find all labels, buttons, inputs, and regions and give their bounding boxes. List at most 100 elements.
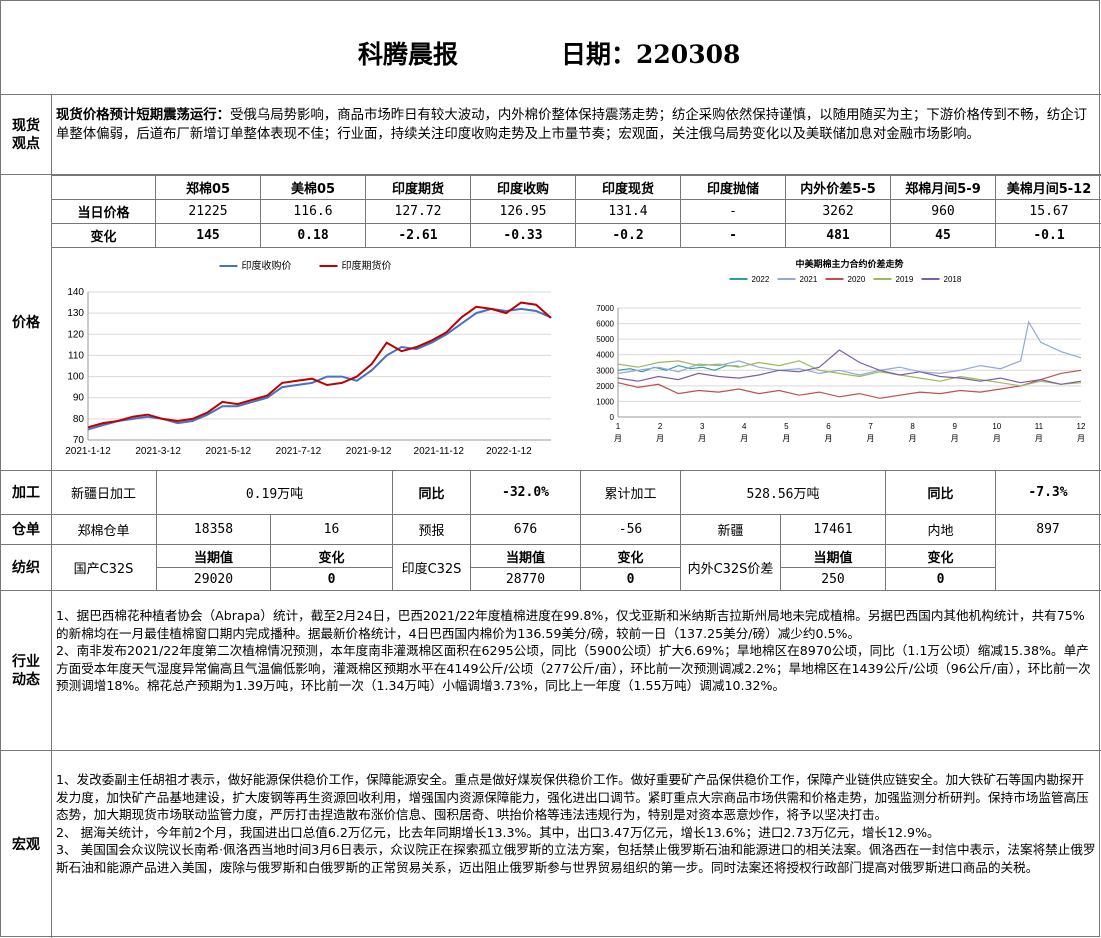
y-tick-label: 6000 [596,320,614,329]
wh-xj-label: 新疆 [681,515,781,544]
industry-news: 1、据巴西棉花种植者协会（Abrapa）统计，截至2月24日，巴西2021/22… [56,607,1096,695]
header-cell: 内外价差5-5 [785,175,891,200]
tx-spread-label: 内外C32S价差 [681,545,781,590]
x-tick-label: 11 [1035,422,1044,431]
x-tick-label: 2021-7-12 [276,446,322,457]
x-tick-label: 9 [953,422,958,431]
spot-view-text: 现货价格预计短期震荡运行：受俄乌局势影响，商品市场昨日有较大波动，内外棉价整体保… [56,106,1096,144]
spot-view-body: 受俄乌局势影响，商品市场昨日有较大波动，内外棉价整体保持震荡走势；纺企采购依然保… [56,108,1088,142]
change-cell: -2.61 [365,223,471,248]
industry-section: 行业 动态 1、据巴西棉花种植者协会（Abrapa）统计，截至2月24日，巴西20… [1,591,1101,751]
x-tick-label: 2021-3-12 [135,446,181,457]
x-tick-label: 6 [826,422,831,431]
spot-label-line1: 现货 [12,117,40,134]
industry-news-item: 1、据巴西棉花种植者协会（Abrapa）统计，截至2月24日，巴西2021/22… [56,608,1085,641]
x-tick-label: 1 [616,422,621,431]
tx-domestic-chg-label: 变化 [271,545,393,568]
y-tick-label: 1000 [596,397,614,406]
warehouse-label: 仓单 [1,515,52,544]
x-tick-unit: 月 [782,434,790,443]
yoy-value: -32.0% [471,471,581,514]
series-line-2021 [617,320,1082,376]
chart-title: 中美期棉主力合约价差走势 [795,258,903,269]
y-tick-label: 80 [73,414,85,425]
x-tick-unit: 月 [614,434,622,443]
today-cell: 126.95 [470,199,576,224]
wh-forecast-value: 676 [471,515,581,544]
yoy2-label: 同比 [886,471,996,514]
x-tick-label: 2022-1-12 [486,446,532,457]
x-tick-label: 2 [658,422,663,431]
today-cell: - [680,199,786,224]
wh-xj-value: 17461 [781,515,886,544]
y-tick-label: 130 [67,308,84,319]
date-value: 220308 [636,40,741,69]
tx-india-cur: 28770 [471,568,581,590]
india-price-chart: 印度收购价 印度期货价 140 130 120 110 100 90 80 702021-1-12… [65,259,552,457]
price-change-row: 变化 145 0.18 -2.61 -0.33 -0.2 - 481 45 -0… [51,223,1101,248]
header-cell: 美棉月间5-12 [995,175,1101,200]
legend-label: 2020 [848,275,866,284]
macro-news-item: 3、 美国国会众议院议长南希·佩洛西当地时间3月6日表示，众议院正在探索孤立俄罗… [56,842,1096,875]
legend-label: 2021 [800,275,818,284]
price-table-header: 郑棉05 美棉05 印度期货 印度收购 印度现货 印度抛储 内外价差5-5 郑棉… [51,175,1101,200]
x-tick-label: 2021-5-12 [206,446,252,457]
x-tick-unit: 月 [993,434,1001,443]
industry-label-line2: 动态 [12,671,40,688]
today-cell: 15.67 [995,199,1101,224]
today-cell: 960 [890,199,996,224]
series-line-印度收购价 [87,307,552,431]
change-cell: -0.2 [575,223,681,248]
tx-spread-chg-label: 变化 [886,545,996,568]
x-tick-label: 2021-1-12 [65,446,111,457]
x-tick-unit: 月 [951,434,959,443]
x-tick-label: 2021-11-12 [414,446,465,457]
x-tick-label: 12 [1077,422,1086,431]
tx-domestic-label: 国产C32S [51,545,157,590]
tx-india-chg-label: 变化 [581,545,681,568]
tx-india-chg: 0 [581,568,681,590]
y-tick-label: 100 [67,372,84,383]
x-tick-unit: 月 [867,434,875,443]
y-tick-label: 70 [73,435,85,446]
price-table: 郑棉05 美棉05 印度期货 印度收购 印度现货 印度抛储 内外价差5-5 郑棉… [51,175,1101,248]
x-tick-unit: 月 [1035,434,1043,443]
xj-daily-label: 新疆日加工 [51,471,157,514]
row-label-today: 当日价格 [51,199,156,224]
x-tick-label: 2021-9-12 [346,446,392,457]
x-tick-label: 8 [910,422,915,431]
price-section: 价格 郑棉05 美棉05 印度期货 印度收购 印度现货 印度抛储 内外价差5-5… [1,175,1101,471]
tx-spread-cur-label: 当期值 [781,545,886,568]
xj-daily-value: 0.19万吨 [157,471,393,514]
header-cell: 美棉05 [260,175,366,200]
report-header: 科腾晨报 日期：220308 [1,1,1101,95]
tx-spread-cur: 250 [781,568,886,590]
y-tick-label: 140 [67,287,84,298]
series-line-2020 [617,369,1082,399]
header-cell: 印度抛储 [680,175,786,200]
wh-zc-value: 18358 [157,515,271,544]
x-tick-unit: 月 [824,434,832,443]
tx-spread-chg: 0 [886,568,996,590]
macro-section: 宏观 1、发改委副主任胡祖才表示，做好能源保供稳价工作，保障能源安全。重点是做好… [1,751,1101,938]
today-cell: 116.6 [260,199,366,224]
y-tick-label: 5000 [596,335,614,344]
wh-forecast-label: 预报 [393,515,471,544]
change-cell: -0.1 [995,223,1101,248]
change-cell: 145 [155,223,261,248]
x-tick-unit: 月 [740,434,748,443]
date-label: 日期： [561,40,637,69]
price-today-row: 当日价格 21225 116.6 127.72 126.95 131.4 - 3… [51,199,1101,224]
yoy2-value: -7.3% [1028,485,1068,500]
y-tick-label: 0 [610,413,615,422]
spot-label-line2: 观点 [12,135,40,152]
x-tick-label: 4 [742,422,747,431]
legend-label: 2019 [896,275,914,284]
today-cell: 3262 [785,199,891,224]
x-tick-unit: 月 [909,434,917,443]
legend-label: 2022 [752,275,770,284]
x-tick-label: 7 [868,422,873,431]
wh-zc-change: 16 [271,515,393,544]
